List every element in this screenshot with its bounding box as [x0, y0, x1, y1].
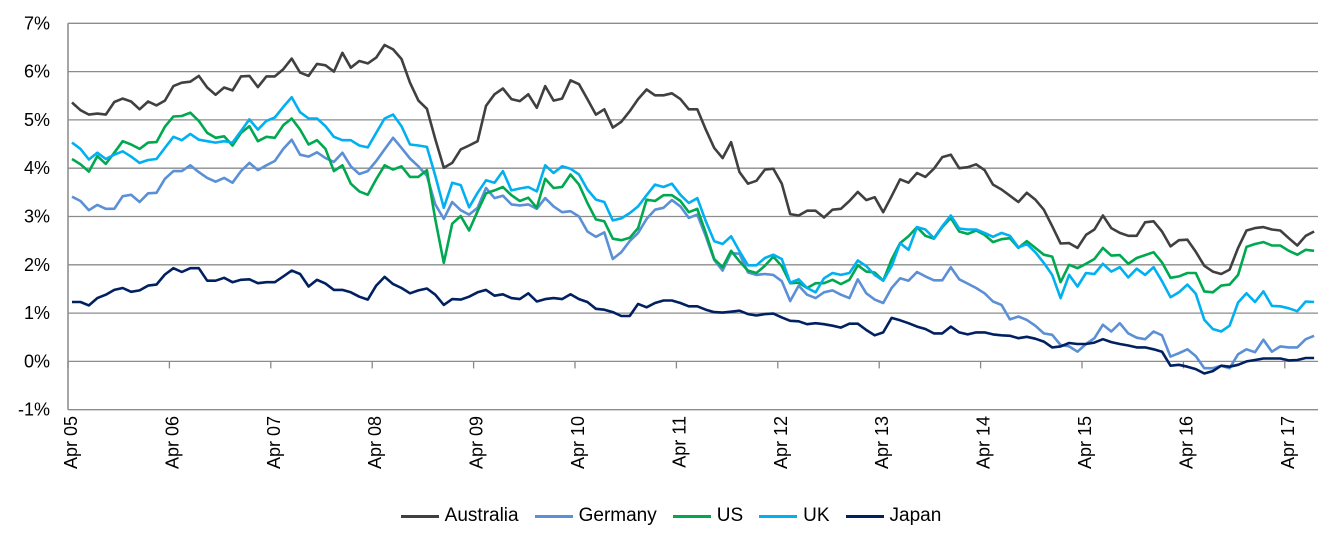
x-tick-label: Apr 05: [61, 416, 81, 469]
legend-swatch: [400, 514, 439, 518]
y-tick-label: 5%: [24, 110, 50, 130]
series-line-germany: [71, 136, 1315, 370]
y-tick-label: 7%: [24, 13, 50, 33]
series-lines: [71, 43, 1315, 375]
y-tick-label: 0%: [24, 351, 50, 371]
x-tick-label: Apr 13: [872, 416, 892, 469]
y-tick-label: 4%: [24, 158, 50, 178]
x-tick-label: Apr 17: [1278, 416, 1298, 469]
legend-label: Japan: [889, 505, 942, 526]
legend-item-japan: Japan: [845, 505, 942, 527]
series-line-australia: [71, 43, 1315, 276]
legend-item-us: US: [672, 505, 744, 527]
y-tick-label: 6%: [24, 62, 50, 82]
x-tick-label: Apr 12: [771, 416, 791, 469]
legend-item-uk: UK: [759, 505, 830, 527]
line-chart: -1%0%1%2%3%4%5%6%7% Apr 05 Apr 06 Apr 07 Ap…: [18, 13, 1318, 469]
x-tick-label: Apr 06: [162, 416, 182, 469]
legend-item-germany: Germany: [534, 505, 657, 527]
legend-swatch: [672, 514, 711, 518]
y-tick-label: -1%: [18, 400, 50, 420]
y-tick-label: 1%: [24, 303, 50, 323]
legend-swatch: [845, 514, 884, 518]
series-line-us: [71, 111, 1315, 294]
y-tick-label: 3%: [24, 207, 50, 227]
legend-swatch: [534, 514, 573, 518]
x-tick-label: Apr 11: [669, 416, 689, 468]
x-tick-label: Apr 07: [264, 416, 284, 469]
x-tick-label: Apr 09: [467, 416, 487, 469]
x-tick-label: Apr 16: [1176, 416, 1196, 469]
legend-item-australia: Australia: [400, 505, 519, 527]
x-tick-label: Apr 08: [365, 416, 385, 469]
legend-label: Germany: [578, 505, 657, 526]
legend-label: UK: [803, 505, 830, 526]
x-axis-tick-labels: Apr 05 Apr 06 Apr 07 Apr 08 Apr 09 Apr 10 Apr …: [61, 416, 1298, 469]
legend-label: US: [716, 505, 744, 526]
x-tick-label: Apr 14: [974, 416, 994, 469]
x-tick-label: Apr 15: [1075, 416, 1095, 469]
y-tick-label: 2%: [24, 255, 50, 275]
legend: Australia Germany US UK Japan: [0, 505, 1342, 527]
series-line-uk: [71, 95, 1315, 333]
legend-swatch: [759, 514, 798, 518]
x-tick-label: Apr 10: [568, 416, 588, 469]
series-line-japan: [72, 266, 1315, 375]
y-axis-tick-labels: -1% 0% 1% 2% 3% 4% 5% 6% 7%: [18, 13, 50, 419]
legend-label: Australia: [444, 505, 519, 526]
